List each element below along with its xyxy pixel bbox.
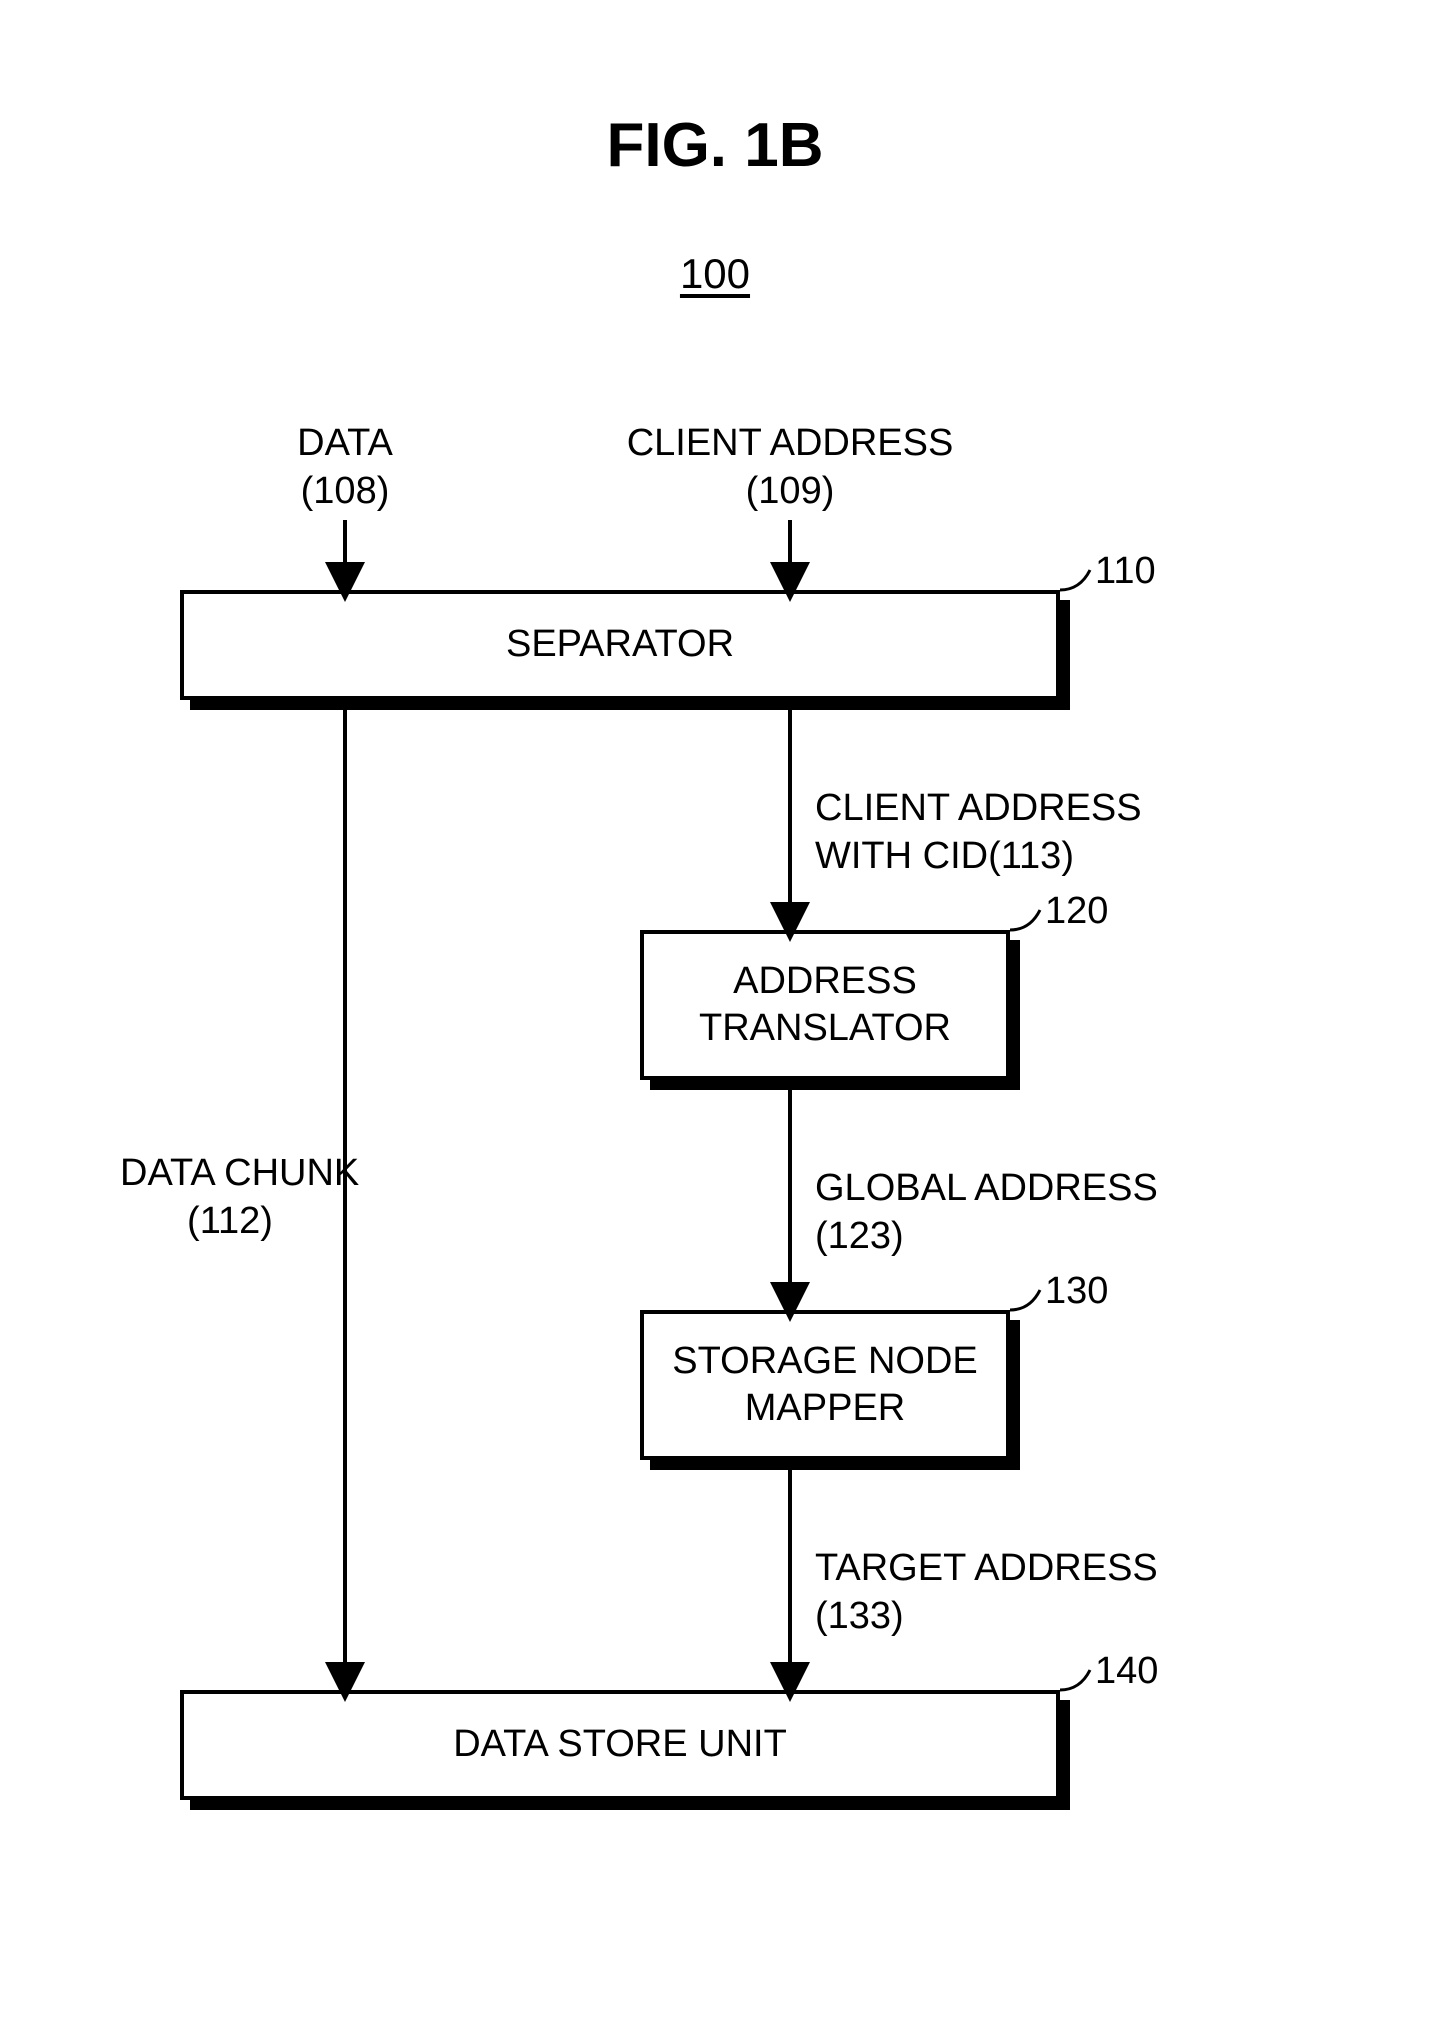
input-data-label: DATA (108) <box>245 420 445 515</box>
input-client-address-label: CLIENT ADDRESS (109) <box>620 420 960 515</box>
figure-title: FIG. 1B <box>0 110 1430 181</box>
figure-subtitle: 100 <box>0 250 1430 298</box>
edge-global-address-label: GLOBAL ADDRESS (123) <box>815 1165 1158 1260</box>
leader-mapper <box>1010 1290 1040 1310</box>
leader-store <box>1060 1670 1090 1690</box>
mapper-box: STORAGE NODE MAPPER <box>640 1310 1010 1460</box>
translator-ref: 120 <box>1045 888 1108 936</box>
separator-box: SEPARATOR <box>180 590 1060 700</box>
edge-data-chunk-label: DATA CHUNK (112) <box>120 1150 340 1245</box>
edge-target-address-label: TARGET ADDRESS (133) <box>815 1545 1158 1640</box>
separator-label: SEPARATOR <box>506 621 734 669</box>
edge-client-cid-label: CLIENT ADDRESS WITH CID(113) <box>815 785 1142 880</box>
store-ref: 140 <box>1095 1648 1158 1696</box>
mapper-label: STORAGE NODE MAPPER <box>672 1338 977 1433</box>
leader-separator <box>1060 570 1090 590</box>
separator-ref: 110 <box>1095 548 1156 596</box>
translator-label: ADDRESS TRANSLATOR <box>699 958 951 1053</box>
store-box: DATA STORE UNIT <box>180 1690 1060 1800</box>
mapper-ref: 130 <box>1045 1268 1108 1316</box>
leader-translator <box>1010 910 1040 930</box>
translator-box: ADDRESS TRANSLATOR <box>640 930 1010 1080</box>
store-label: DATA STORE UNIT <box>453 1721 787 1769</box>
